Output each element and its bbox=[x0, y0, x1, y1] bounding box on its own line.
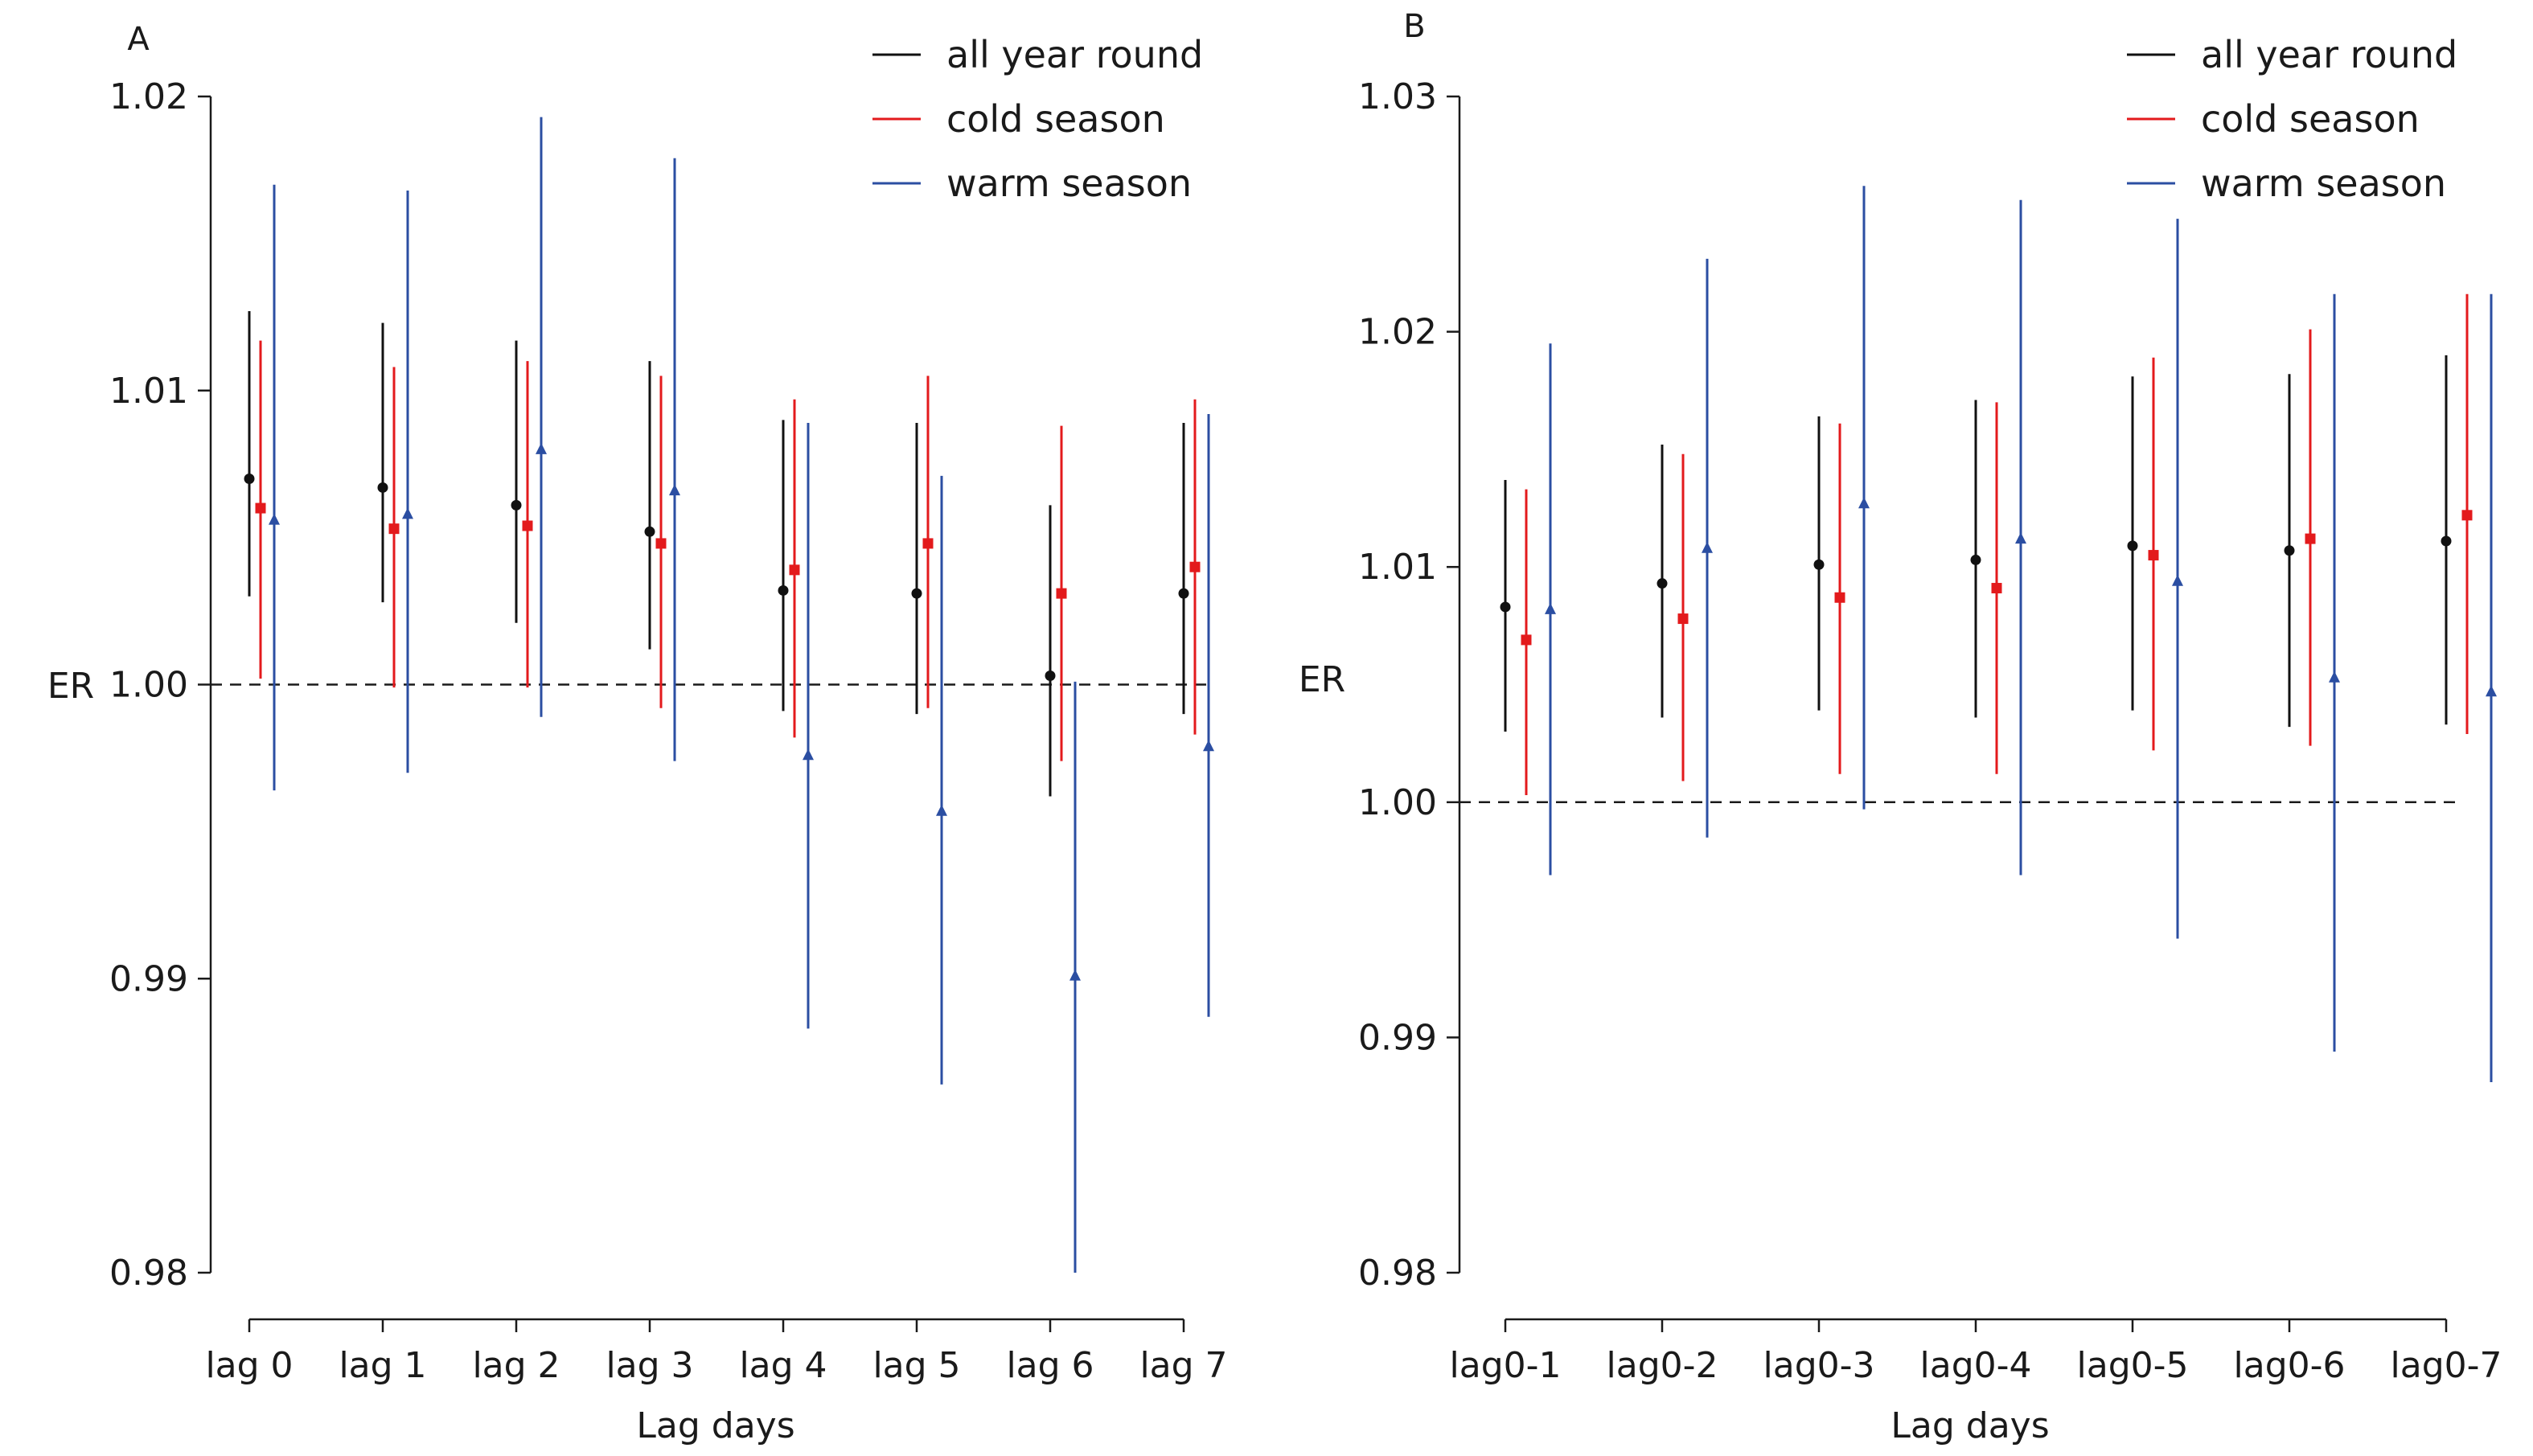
x-tick-label-b: lag0-4 bbox=[1920, 1345, 2032, 1386]
y-tick-label-b: 0.98 bbox=[1358, 1253, 1437, 1294]
point-marker-a bbox=[655, 538, 667, 549]
x-tick-label-a: lag 5 bbox=[872, 1345, 960, 1386]
y-tick-label-b: 0.99 bbox=[1358, 1017, 1437, 1058]
x-tick-label-a: lag 0 bbox=[205, 1345, 293, 1386]
x-tick-label-b: lag0-3 bbox=[1763, 1345, 1875, 1386]
plot-area-b: 0.98 0.99 1.00 1.01 1.02 1.03 lag0-1 lag0-2 lag0… bbox=[1358, 33, 2502, 1386]
legend-label-a: warm season bbox=[946, 162, 1192, 205]
point-marker-b bbox=[2284, 545, 2295, 556]
x-tick-label-b: lag0-6 bbox=[2234, 1345, 2346, 1386]
panel-label-b: B bbox=[1403, 8, 1425, 45]
point-marker-a bbox=[789, 564, 800, 576]
point-marker-a bbox=[388, 523, 400, 535]
point-marker-a bbox=[536, 442, 547, 454]
x-tick-label-a: lag 2 bbox=[472, 1345, 560, 1386]
point-marker-b bbox=[2441, 535, 2452, 547]
point-marker-a bbox=[803, 749, 814, 761]
y-tick-label-b: 1.02 bbox=[1358, 312, 1437, 353]
x-tick-label-b: lag0-2 bbox=[1607, 1345, 1718, 1386]
point-marker-b bbox=[2127, 540, 2138, 552]
point-marker-a bbox=[1069, 969, 1081, 981]
legend-label-b: warm season bbox=[2201, 162, 2446, 205]
point-marker-a bbox=[255, 502, 266, 514]
point-marker-b bbox=[2486, 685, 2497, 697]
y-tick-label-a: 1.02 bbox=[109, 76, 188, 117]
x-tick-label-a: lag 7 bbox=[1139, 1345, 1227, 1386]
point-marker-b bbox=[1545, 602, 1556, 614]
x-axis-title-b: Lag days bbox=[1891, 1405, 2049, 1446]
x-tick-label-a: lag 1 bbox=[339, 1345, 426, 1386]
point-marker-a bbox=[644, 526, 655, 537]
x-axis-title-a: Lag days bbox=[636, 1405, 794, 1446]
point-marker-b bbox=[1834, 592, 1845, 603]
point-marker-b bbox=[1521, 634, 1532, 646]
point-marker-b bbox=[1500, 601, 1511, 613]
y-tick-label-b: 1.01 bbox=[1358, 547, 1437, 588]
x-tick-label-a: lag 3 bbox=[606, 1345, 693, 1386]
point-marker-b bbox=[1657, 578, 1668, 589]
x-tick-label-b: lag0-5 bbox=[2077, 1345, 2189, 1386]
legend-label-b: all year round bbox=[2201, 33, 2457, 76]
y-tick-label-b: 1.03 bbox=[1358, 76, 1437, 117]
point-marker-a bbox=[778, 584, 789, 596]
point-marker-a bbox=[1189, 561, 1201, 572]
point-marker-a bbox=[936, 804, 947, 816]
point-marker-a bbox=[244, 473, 255, 484]
point-marker-b bbox=[1813, 559, 1825, 570]
x-tick-label-b: lag0-1 bbox=[1450, 1345, 1562, 1386]
point-marker-a bbox=[1203, 740, 1214, 752]
legend-label-a: cold season bbox=[946, 97, 1165, 141]
point-marker-a bbox=[1045, 671, 1056, 682]
y-tick-label-b: 1.00 bbox=[1358, 782, 1437, 823]
y-tick-label-a: 0.98 bbox=[109, 1253, 188, 1294]
y-axis-title-a: ER bbox=[47, 666, 94, 707]
point-marker-b bbox=[1991, 583, 2002, 594]
point-marker-b bbox=[2148, 550, 2159, 561]
panel-a: A ER Lag days 0.98 0.99 1.00 1.01 1.02 lag 0 l… bbox=[47, 21, 1228, 1446]
point-marker-a bbox=[669, 484, 680, 496]
point-marker-a bbox=[1178, 588, 1189, 599]
legend-label-a: all year round bbox=[946, 33, 1203, 76]
point-marker-b bbox=[2015, 532, 2026, 544]
legend-label-b: cold season bbox=[2201, 97, 2420, 141]
panel-b: B ER Lag days 0.98 0.99 1.00 1.01 1.02 1.03 la… bbox=[1299, 8, 2502, 1446]
x-tick-label-a: lag 6 bbox=[1006, 1345, 1094, 1386]
point-marker-b bbox=[1858, 497, 1870, 509]
point-marker-a bbox=[377, 482, 388, 493]
point-marker-a bbox=[269, 513, 280, 525]
y-tick-label-a: 1.00 bbox=[109, 665, 188, 706]
point-marker-b bbox=[2172, 574, 2183, 586]
point-marker-a bbox=[511, 499, 522, 511]
point-marker-b bbox=[2461, 510, 2473, 521]
y-tick-label-a: 0.99 bbox=[109, 958, 188, 999]
x-tick-label-b: lag0-7 bbox=[2391, 1345, 2502, 1386]
point-marker-a bbox=[402, 507, 413, 519]
point-marker-a bbox=[522, 520, 533, 531]
point-marker-b bbox=[1702, 541, 1713, 553]
x-tick-label-a: lag 4 bbox=[739, 1345, 827, 1386]
y-axis-title-b: ER bbox=[1299, 659, 1345, 700]
plot-area-a: 0.98 0.99 1.00 1.01 1.02 lag 0 lag 1 lag 2 lag 3… bbox=[109, 33, 1228, 1386]
point-marker-a bbox=[922, 538, 934, 549]
point-marker-a bbox=[911, 588, 922, 599]
panel-label-a: A bbox=[127, 21, 150, 58]
point-marker-a bbox=[1056, 588, 1067, 599]
point-marker-b bbox=[2305, 533, 2316, 544]
point-marker-b bbox=[1677, 613, 1689, 625]
y-tick-label-a: 1.01 bbox=[109, 371, 188, 412]
point-marker-b bbox=[2329, 671, 2340, 683]
point-marker-b bbox=[1970, 554, 1981, 565]
